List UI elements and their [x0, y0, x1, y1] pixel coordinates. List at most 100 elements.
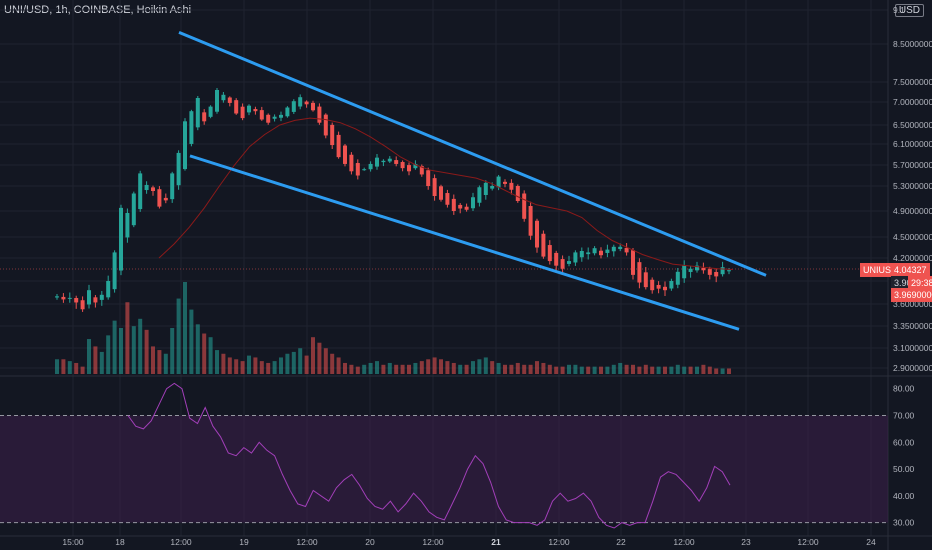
candle-body — [304, 101, 309, 105]
volume-bar — [170, 328, 175, 374]
price-tick-label: 3.60000000 — [893, 299, 932, 309]
volume-bar — [631, 364, 635, 374]
candle-body — [349, 154, 354, 172]
volume-bar — [93, 346, 98, 374]
volume-bar — [323, 348, 328, 374]
volume-bar — [669, 366, 674, 374]
volume-bar — [87, 339, 91, 374]
volume-bar — [643, 364, 648, 374]
volume-bar — [61, 359, 66, 374]
volume-bar — [407, 364, 411, 374]
currency-selector[interactable]: USD — [894, 4, 924, 17]
candle-body — [528, 206, 533, 236]
volume-bar — [682, 366, 687, 374]
candle-body — [464, 206, 469, 210]
volume-bar — [368, 362, 373, 374]
candle-body — [688, 268, 693, 272]
volume-bar — [701, 364, 706, 374]
price-tick-label: 5.30000000 — [893, 181, 932, 191]
volume-bar — [157, 350, 162, 374]
candle-body — [343, 145, 347, 164]
candle-body — [189, 111, 194, 144]
volume-bar — [573, 364, 578, 374]
time-axis: 15:00 18 12:00 19 12:00 20 12:00 21 12:00 22 12:00… — [62, 537, 876, 547]
candle-body — [579, 251, 584, 258]
volume-bar — [458, 364, 463, 374]
symbol-price-tag: UNIUSD — [860, 263, 901, 277]
time-tick-label: 21 — [491, 537, 501, 547]
rsi-tick-label: 40.00 — [893, 491, 915, 501]
volume-bar — [67, 361, 72, 374]
candle-body — [151, 187, 155, 191]
volume-bar — [240, 361, 245, 374]
candle-body — [375, 157, 379, 167]
volume-bar — [426, 359, 431, 374]
volume-bar — [675, 364, 680, 374]
volume-bar — [547, 364, 552, 374]
volume-bar — [432, 357, 437, 374]
volume-bar — [400, 364, 405, 374]
volume-bar — [291, 351, 296, 374]
candle-body — [605, 249, 610, 253]
volume-bar — [119, 328, 123, 374]
volume-bar — [419, 361, 424, 374]
candle-body — [535, 220, 539, 248]
price-tick-label: 2.90000000 — [893, 363, 932, 373]
candle-body — [183, 121, 187, 170]
rsi-tick-label: 30.00 — [893, 518, 915, 528]
volume-bar — [202, 333, 207, 374]
candle-body — [253, 109, 258, 112]
volume-bar — [80, 366, 85, 374]
volume-bar — [221, 353, 226, 374]
volume-bar — [298, 348, 303, 374]
volume-bar — [381, 364, 386, 374]
time-tick-label: 12:00 — [548, 537, 570, 547]
volume-bar — [477, 359, 482, 374]
bar-countdown-tag: 29:38 — [908, 276, 932, 290]
candle-body — [611, 246, 616, 252]
time-tick-label: 23 — [741, 537, 751, 547]
price-tick-label: 4.50000000 — [893, 232, 932, 242]
rsi-tick-label: 70.00 — [893, 410, 915, 420]
candle-body — [567, 261, 571, 264]
volume-bar — [336, 357, 341, 374]
candle-body — [311, 102, 315, 111]
candle-body — [599, 250, 603, 256]
volume-bar — [624, 364, 629, 374]
time-tick-label: 15:00 — [62, 537, 84, 547]
volume-bar — [247, 355, 251, 374]
candle-body — [477, 187, 482, 203]
candle-body — [125, 212, 130, 238]
time-tick-label: 12:00 — [422, 537, 444, 547]
volume-bar — [183, 282, 187, 374]
volume-bar — [74, 362, 79, 374]
volume-bar — [528, 364, 533, 374]
volume-bar — [560, 366, 565, 374]
candle-body — [490, 186, 495, 189]
candle-body — [714, 272, 719, 277]
volume-bar — [259, 361, 264, 374]
volume-bar — [99, 351, 104, 374]
candle-body — [138, 173, 143, 210]
candle-body — [323, 114, 328, 136]
candle-body — [695, 265, 699, 271]
volume-bar — [599, 366, 603, 374]
candle-body — [368, 163, 373, 170]
volume-bar — [355, 366, 360, 374]
candle-body — [87, 290, 91, 305]
candle-body — [439, 186, 443, 200]
volume-bars — [55, 282, 731, 374]
candle-body — [208, 106, 213, 117]
candle-body — [426, 170, 431, 186]
volume-bar — [304, 355, 309, 374]
candle-body — [131, 193, 136, 226]
candles — [55, 88, 731, 312]
volume-bar — [279, 357, 283, 374]
volume-bar — [637, 366, 642, 374]
candle-body — [221, 94, 226, 101]
volume-bar — [515, 362, 520, 374]
volume-bar — [131, 326, 136, 374]
candle-body — [394, 160, 399, 164]
volume-bar — [138, 318, 143, 374]
